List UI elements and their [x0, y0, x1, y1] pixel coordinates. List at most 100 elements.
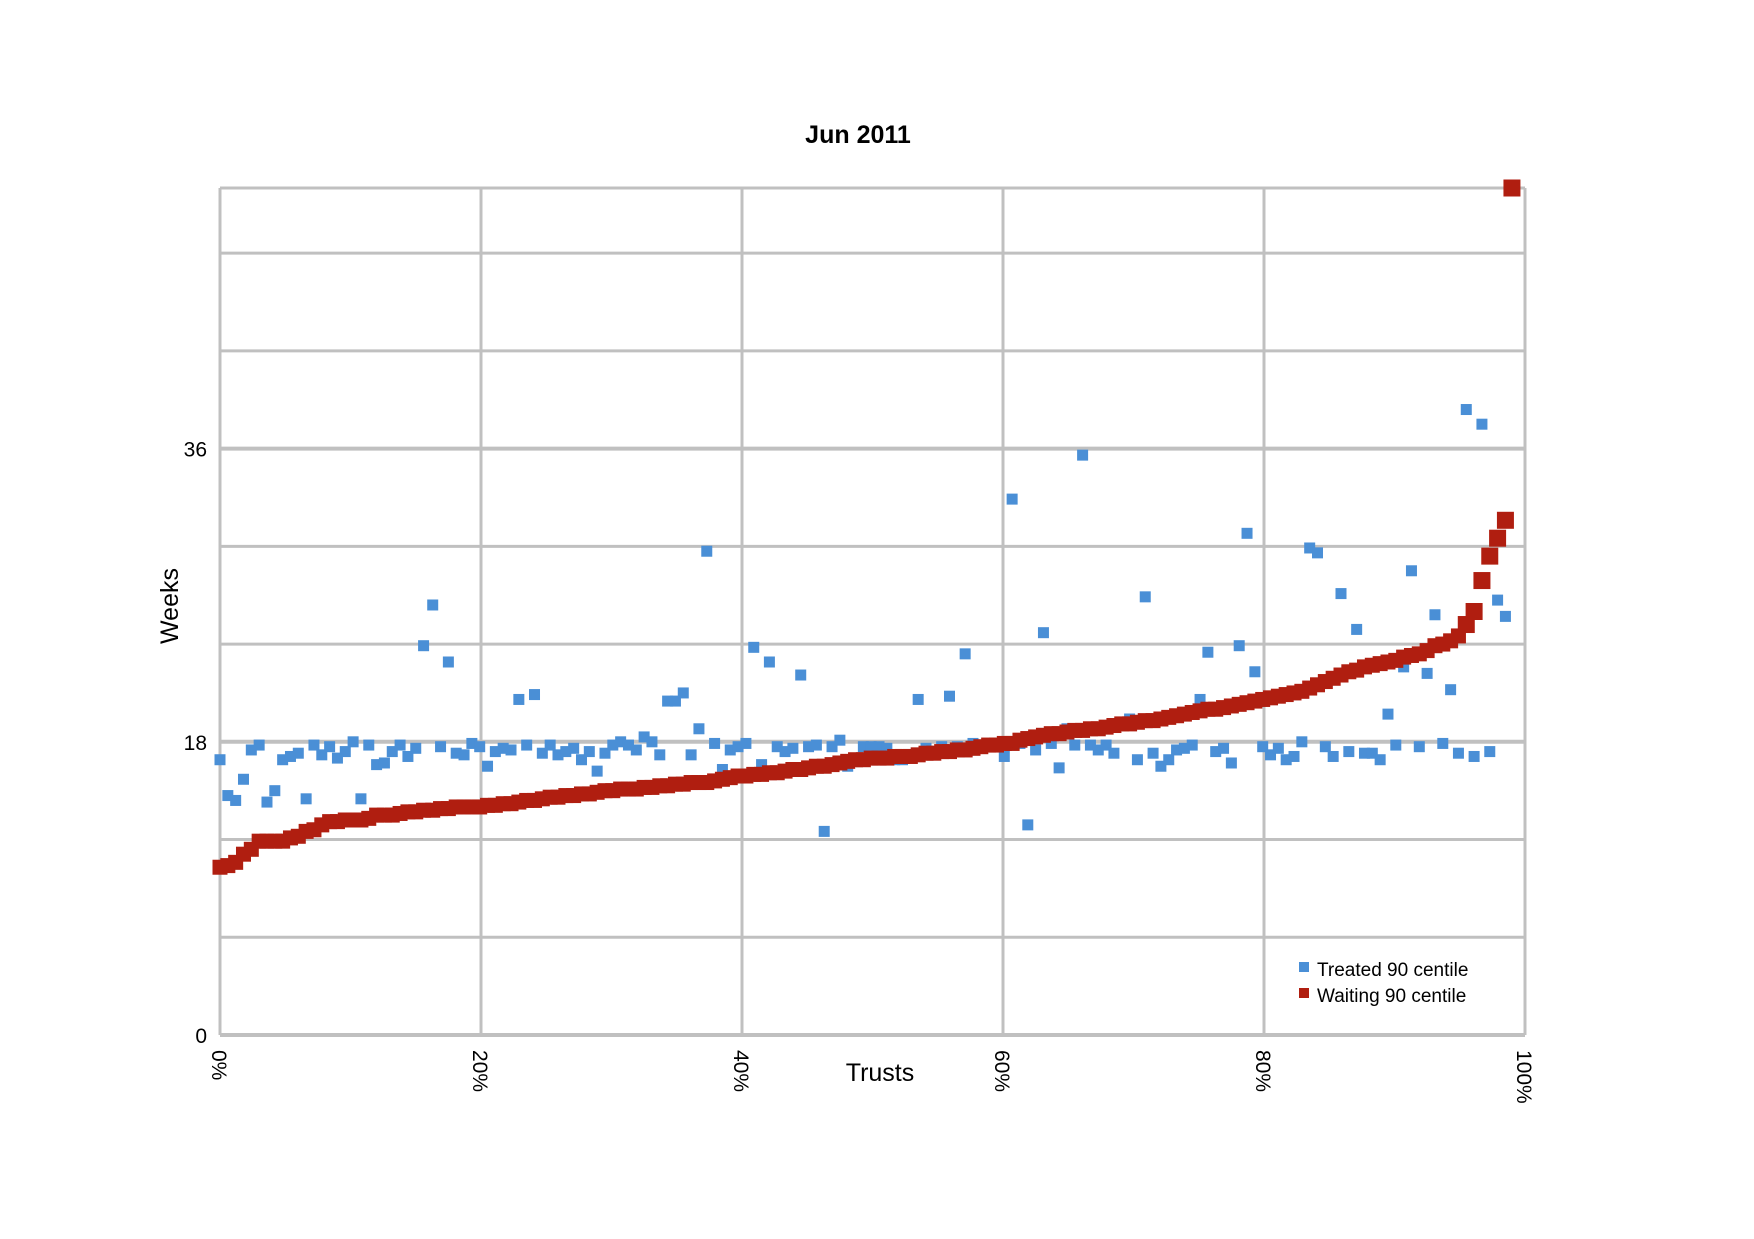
- legend-marker-waiting: [1299, 988, 1309, 998]
- data-point: [1045, 737, 1057, 749]
- data-point: [583, 746, 595, 758]
- data-point: [1304, 542, 1316, 554]
- data-point: [284, 750, 296, 762]
- data-point: [1351, 623, 1363, 635]
- data-point: [513, 693, 525, 705]
- data-point: [1171, 744, 1183, 756]
- data-point: [1343, 746, 1355, 758]
- data-point: [740, 737, 752, 749]
- data-point: [575, 754, 587, 766]
- data-point: [1108, 747, 1120, 759]
- data-point: [378, 757, 390, 769]
- data-point: [943, 690, 955, 702]
- data-point: [677, 687, 689, 699]
- chart-title: Jun 2011: [805, 121, 911, 149]
- data-point: [756, 759, 768, 771]
- data-point: [237, 773, 249, 785]
- data-point: [1084, 739, 1096, 751]
- data-point: [1257, 741, 1269, 753]
- data-point: [474, 741, 486, 753]
- data-point: [331, 752, 343, 764]
- data-point: [410, 742, 422, 754]
- data-point: [998, 750, 1010, 762]
- data-point: [662, 695, 674, 707]
- data-point: [834, 734, 846, 746]
- data-point: [568, 742, 580, 754]
- y-tick-label: 0: [195, 1025, 207, 1048]
- data-point: [1022, 819, 1034, 831]
- data-point: [646, 736, 658, 748]
- data-point: [1147, 747, 1159, 759]
- data-point: [1225, 757, 1237, 769]
- data-point: [300, 793, 312, 805]
- data-point: [1210, 746, 1222, 758]
- legend-label-waiting: Waiting 90 centile: [1317, 986, 1466, 1007]
- data-point: [818, 825, 830, 837]
- data-point: [622, 739, 634, 751]
- data-point: [693, 723, 705, 735]
- data-point: [1265, 749, 1277, 761]
- data-point: [1390, 739, 1402, 751]
- data-point: [489, 746, 501, 758]
- data-point: [1037, 627, 1049, 639]
- data-point: [615, 736, 627, 748]
- data-point: [536, 747, 548, 759]
- data-point: [1163, 754, 1175, 766]
- data-point: [1492, 594, 1504, 606]
- data-point: [1437, 737, 1449, 749]
- data-point: [630, 744, 642, 756]
- data-point: [1218, 742, 1230, 754]
- data-point: [450, 747, 462, 759]
- data-point: [716, 763, 728, 775]
- x-tick-label: 80%: [1251, 1050, 1274, 1092]
- data-point: [763, 656, 775, 668]
- data-point: [1092, 744, 1104, 756]
- data-point: [1100, 739, 1112, 751]
- data-point: [1241, 527, 1253, 539]
- legend: Treated 90 centile Waiting 90 centile: [1299, 960, 1468, 1007]
- data-point: [427, 599, 439, 611]
- data-point: [1272, 742, 1284, 754]
- data-point: [222, 790, 234, 802]
- data-point: [1077, 449, 1089, 461]
- data-point: [591, 765, 603, 777]
- data-point: [1155, 760, 1167, 772]
- data-point: [402, 750, 414, 762]
- data-point: [435, 741, 447, 753]
- gridlines: [218, 186, 1527, 1037]
- data-point: [709, 737, 721, 749]
- data-point: [685, 749, 697, 761]
- data-point: [521, 739, 533, 751]
- data-point: [1178, 742, 1190, 754]
- data-point: [1382, 708, 1394, 720]
- data-point: [1319, 741, 1331, 753]
- legend-label-treated: Treated 90 centile: [1317, 960, 1468, 981]
- x-tick-label: 100%: [1512, 1050, 1535, 1104]
- data-point: [316, 749, 328, 761]
- data-point: [1481, 547, 1499, 565]
- data-point: [505, 744, 517, 756]
- data-point: [873, 741, 885, 753]
- data-point: [1233, 640, 1245, 652]
- data-point: [339, 746, 351, 758]
- data-point: [1249, 666, 1261, 678]
- y-tick-label: 36: [184, 439, 207, 462]
- data-point: [324, 741, 336, 753]
- data-point: [1358, 747, 1370, 759]
- data-point: [771, 741, 783, 753]
- data-point: [654, 749, 666, 761]
- data-point: [394, 739, 406, 751]
- data-point: [214, 754, 226, 766]
- data-point: [857, 741, 869, 753]
- data-point: [881, 742, 893, 754]
- data-point: [1288, 750, 1300, 762]
- x-tick-label: 40%: [729, 1050, 752, 1092]
- x-axis-tick-labels: 0% 20% 40% 60% 80% 100%: [207, 1050, 1535, 1104]
- data-point: [1335, 588, 1347, 600]
- data-point: [1476, 418, 1488, 430]
- data-point: [607, 739, 619, 751]
- y-axis-tick-labels: 0 18 36: [184, 439, 207, 1048]
- data-point: [701, 545, 713, 557]
- data-point: [912, 693, 924, 705]
